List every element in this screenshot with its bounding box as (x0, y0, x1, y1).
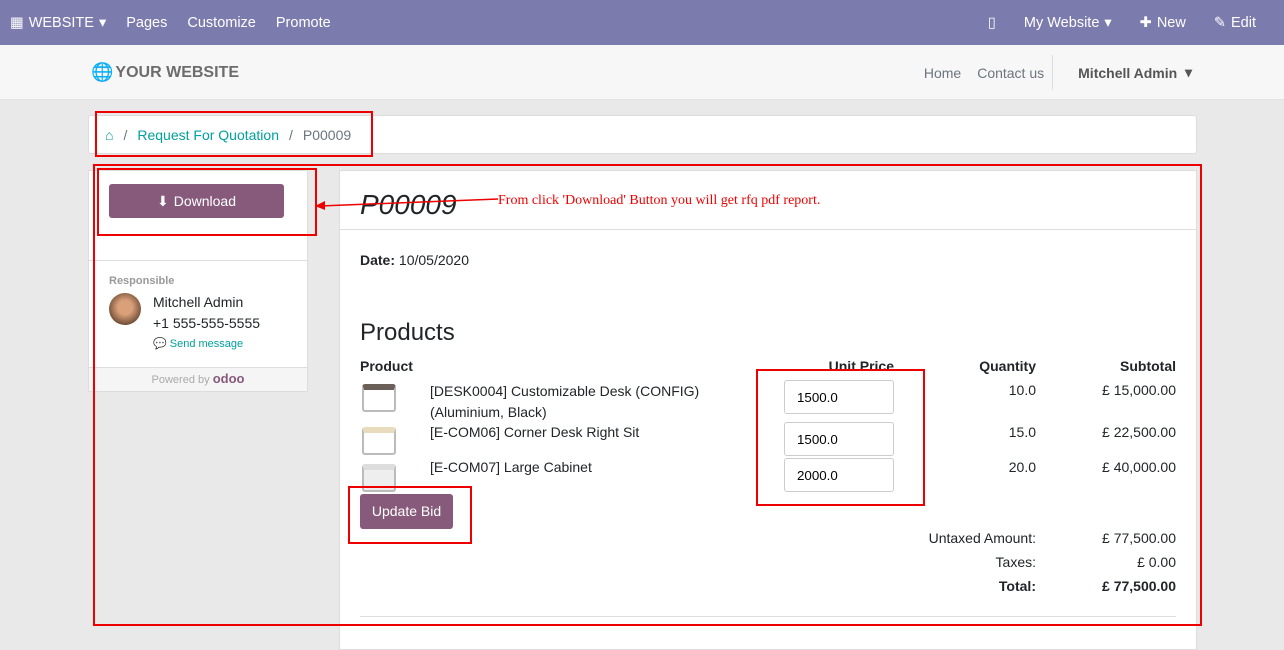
pencil-icon: ✎ (1213, 14, 1226, 31)
product-image (362, 384, 396, 412)
mobile-preview-icon[interactable]: ▯ (987, 14, 996, 31)
user-menu[interactable]: Mitchell Admin ▾ (1052, 55, 1192, 90)
globe-icon: 🌐 (91, 62, 114, 82)
header-product: Product (360, 358, 413, 374)
quantity: 15.0 (1008, 424, 1036, 440)
responsible-name: Mitchell Admin (153, 294, 244, 310)
header-quantity: Quantity (979, 358, 1036, 374)
quantity: 20.0 (1008, 459, 1036, 475)
product-name: [DESK0004] Customizable Desk (CONFIG) (A… (430, 383, 700, 420)
apps-icon: ▦ (10, 14, 24, 31)
nav-contact[interactable]: Contact us (977, 64, 1045, 81)
annotation-arrow (315, 198, 499, 210)
total-amount: £ 77,500.00 (1102, 578, 1176, 594)
rfq-document: P00009 Date: 10/05/2020 Products Product… (339, 170, 1197, 650)
product-image (362, 427, 396, 455)
product-name: [E-COM07] Large Cabinet (430, 459, 592, 475)
subtotal: £ 40,000.00 (1102, 459, 1176, 475)
powered-by: Powered by odoo (89, 367, 307, 391)
sidebar: ⬇ Download Responsible Mitchell Admin +1 … (88, 170, 308, 392)
subtotal: £ 15,000.00 (1102, 382, 1176, 398)
odoo-logo: odoo (212, 371, 245, 386)
document-date: Date: 10/05/2020 (360, 252, 469, 268)
quantity: 10.0 (1008, 382, 1036, 398)
annotation-text: From click 'Download' Button you will ge… (498, 193, 821, 208)
new-button[interactable]: ✚ New (1139, 14, 1186, 31)
caret-down-icon: ▾ (98, 14, 107, 31)
highlight-box (756, 369, 925, 506)
website-menu[interactable]: ▦ WEBSITE ▾ (10, 14, 107, 31)
breadcrumb: ⌂ / Request For Quotation / P00009 (88, 115, 1197, 154)
avatar (109, 293, 141, 325)
unit-price-input[interactable] (784, 458, 894, 492)
taxes-label: Taxes: (995, 554, 1036, 570)
responsible-phone: +1 555-555-5555 (153, 315, 261, 331)
highlight-box (93, 164, 1202, 626)
send-message-link[interactable]: 💬 Send message (153, 338, 244, 350)
my-website-menu[interactable]: My Website ▾ (1023, 14, 1112, 31)
highlight-box (97, 168, 317, 236)
breadcrumb-rfq[interactable]: Request For Quotation (137, 126, 279, 143)
highlight-box (348, 486, 472, 544)
download-icon: ⬇ (157, 192, 169, 209)
plus-icon: ✚ (1139, 14, 1152, 31)
taxes-amount: £ 0.00 (1137, 554, 1176, 570)
site-header: 🌐 YOUR WEBSITE Home Contact us Mitchell A… (0, 45, 1284, 100)
unit-price-input[interactable] (784, 380, 894, 414)
header-subtotal: Subtotal (1120, 358, 1176, 374)
untaxed-amount: £ 77,500.00 (1102, 530, 1176, 546)
subtotal: £ 22,500.00 (1102, 424, 1176, 440)
customize-menu[interactable]: Customize (187, 14, 256, 31)
untaxed-label: Untaxed Amount: (928, 530, 1036, 546)
site-logo[interactable]: 🌐 YOUR WEBSITE (91, 62, 239, 82)
promote-menu[interactable]: Promote (275, 14, 331, 31)
product-name: [E-COM06] Corner Desk Right Sit (430, 424, 640, 440)
unit-price-input[interactable] (784, 422, 894, 456)
total-label: Total: (998, 578, 1036, 594)
responsible-section: Responsible (89, 260, 307, 301)
nav-home[interactable]: Home (923, 64, 962, 81)
home-icon[interactable]: ⌂ (105, 126, 114, 143)
highlight-box (95, 111, 373, 157)
pages-menu[interactable]: Pages (126, 14, 168, 31)
products-heading: Products (360, 319, 455, 346)
chat-icon: 💬 (153, 338, 167, 350)
download-button[interactable]: ⬇ Download (109, 184, 284, 218)
breadcrumb-current: P00009 (302, 126, 352, 143)
top-bar: ▦ WEBSITE ▾ Pages Customize Promote ▯ My W… (0, 0, 1284, 45)
edit-button[interactable]: ✎ Edit (1213, 14, 1256, 31)
update-bid-button[interactable]: Update Bid (360, 494, 453, 529)
